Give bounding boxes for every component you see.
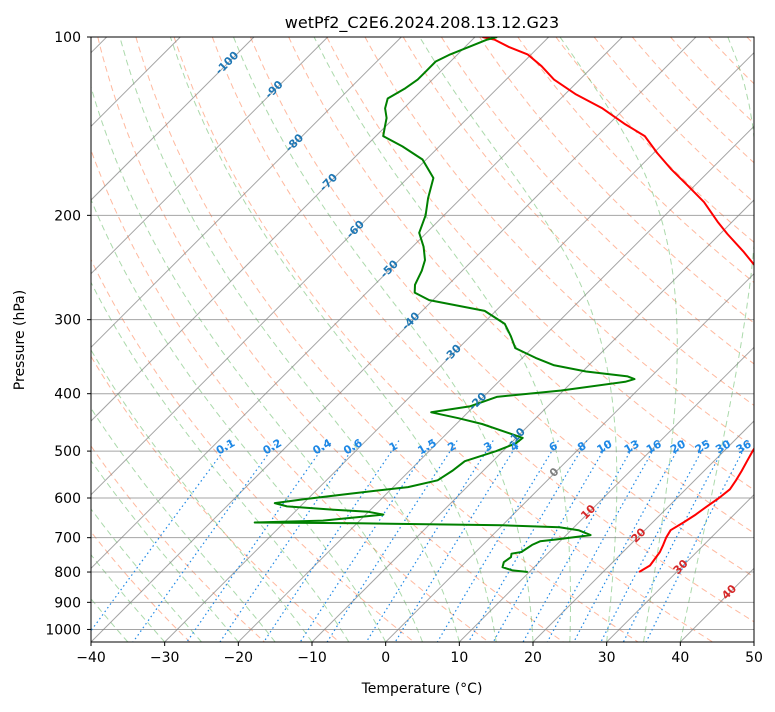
dry-adiabats xyxy=(0,37,775,642)
dry-adiabat-label: -70 xyxy=(317,171,340,194)
dry-adiabat-line xyxy=(0,37,265,642)
y-tick-label: 300 xyxy=(54,313,81,329)
mixing-ratio-line xyxy=(187,441,328,642)
isotherm-label: 20 xyxy=(629,525,649,545)
y-tick-label: 100 xyxy=(54,30,81,46)
dry-adiabat-line xyxy=(365,37,775,642)
isotherm-line xyxy=(91,37,696,642)
dry-adiabat-line xyxy=(212,37,775,642)
y-axis-label: Pressure (hPa) xyxy=(12,290,28,390)
y-tick-label: 900 xyxy=(54,595,81,611)
x-tick-label: −10 xyxy=(297,650,327,666)
x-tick-label: 40 xyxy=(671,650,689,666)
mixing-ratio-label: 1.5 xyxy=(415,436,438,457)
isotherm-line xyxy=(754,37,775,642)
y-tick-label: 500 xyxy=(54,444,81,460)
dry-adiabat-line xyxy=(98,37,564,642)
y-tick-label: 600 xyxy=(54,491,81,507)
x-axis-label: Temperature (°C) xyxy=(361,681,483,697)
moist-adiabat-line xyxy=(170,37,496,642)
dry-adiabat-line xyxy=(403,37,775,642)
isotherm-line xyxy=(680,37,775,642)
mixing-ratio-label: 0.4 xyxy=(311,436,335,457)
mixing-ratio-line xyxy=(395,441,520,642)
dewpoint-line xyxy=(255,37,635,572)
dry-adiabat-line xyxy=(441,37,775,642)
x-tick-label: −20 xyxy=(224,650,254,666)
dry-adiabat-line xyxy=(0,37,339,642)
x-tick-label: 10 xyxy=(450,650,468,666)
mixing-ratio-line xyxy=(646,441,748,642)
mixing-ratio-label: 30 xyxy=(713,437,733,456)
isotherm-line xyxy=(17,37,622,642)
isotherms xyxy=(0,37,775,642)
x-tick-label: −30 xyxy=(150,650,180,666)
dry-adiabat-line xyxy=(21,37,414,642)
moist-adiabat-line xyxy=(120,37,460,642)
moist-adiabat-line xyxy=(420,37,617,642)
x-tick-label: 20 xyxy=(524,650,542,666)
y-axis-ticks: 100 200 300 400 500 600 700 800 900 1000 xyxy=(45,30,91,638)
isotherm-label: 10 xyxy=(578,502,598,522)
mixing-ratio-line xyxy=(83,441,232,642)
mixing-ratio-label: 0.2 xyxy=(261,436,284,457)
dry-adiabat-label: -100 xyxy=(213,48,242,77)
dry-adiabat-line xyxy=(747,37,775,642)
dry-adiabat-label: -60 xyxy=(344,218,367,241)
moist-adiabat-line xyxy=(0,37,238,642)
mixing-ratio-label: 0.1 xyxy=(214,436,237,457)
isotherm-line xyxy=(459,37,775,642)
moist-adiabat-line xyxy=(680,37,756,642)
dry-adiabat-label: -80 xyxy=(283,131,306,154)
isotherm-line xyxy=(238,37,775,642)
mixing-ratio-line xyxy=(327,441,457,642)
isotherm-label: 30 xyxy=(671,557,691,577)
y-tick-label: 200 xyxy=(54,208,81,224)
temperature-line xyxy=(482,37,775,572)
x-axis-ticks: −40 −30 −20 −10 0 10 20 30 40 50 xyxy=(76,642,763,666)
moist-adiabat-line xyxy=(0,37,312,642)
x-tick-label: 0 xyxy=(381,650,390,666)
mixing-ratio-line xyxy=(366,441,493,642)
x-tick-label: −40 xyxy=(76,650,106,666)
y-tick-label: 400 xyxy=(54,387,81,403)
isotherm-line xyxy=(312,37,775,642)
mixing-ratio-line xyxy=(220,441,358,642)
dry-adiabat-line xyxy=(709,37,775,642)
y-tick-label: 800 xyxy=(54,565,81,581)
mixing-ratio-line xyxy=(133,441,278,642)
isotherm-line xyxy=(0,37,401,642)
moist-adiabat-line xyxy=(13,37,349,642)
dry-adiabat-line xyxy=(0,37,190,642)
moist-adiabat-line xyxy=(234,37,534,642)
dry-adiabat-label: -40 xyxy=(399,309,422,332)
moist-adiabat-line xyxy=(0,37,202,642)
y-tick-label: 700 xyxy=(54,531,81,547)
dry-adiabat-line xyxy=(556,37,775,642)
isotherm-label: 40 xyxy=(719,582,739,602)
isotherm-line xyxy=(0,37,549,642)
isotherm-line xyxy=(0,37,254,642)
dry-adiabat-line xyxy=(60,37,489,642)
moist-adiabat-line xyxy=(0,37,275,642)
mixing-ratio-line xyxy=(264,441,399,642)
y-tick-label: 1000 xyxy=(45,622,81,638)
mixing-ratio-label: 25 xyxy=(693,437,713,456)
moist-adiabat-line xyxy=(43,37,386,642)
x-tick-label: 30 xyxy=(598,650,616,666)
dry-adiabat-label: -90 xyxy=(262,78,285,101)
chart-title: wetPf2_C2E6.2024.208.13.12.G23 xyxy=(285,13,559,33)
isotherm-line xyxy=(165,37,770,642)
x-tick-label: 50 xyxy=(745,650,763,666)
dry-adiabat-label: -50 xyxy=(378,257,401,280)
mixing-ratio-label: 10 xyxy=(595,437,615,456)
